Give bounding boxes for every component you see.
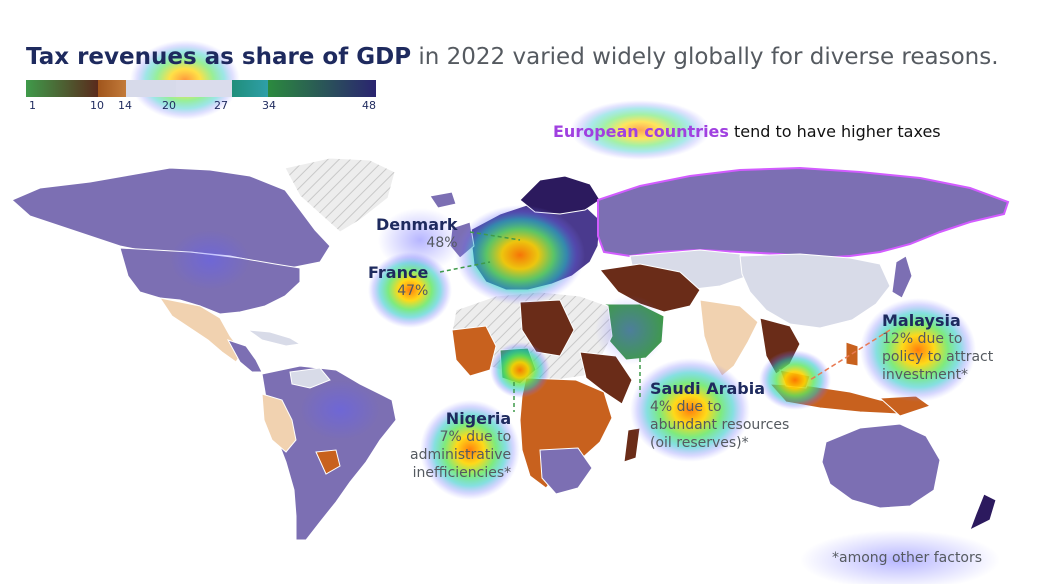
callout-france-name: France — [368, 263, 429, 282]
callout-france-value: 47% — [397, 283, 429, 299]
heat-france — [368, 252, 452, 328]
footnote: *among other factors — [832, 550, 983, 566]
new-zealand — [969, 493, 997, 532]
callout-malaysia: Malaysia 12% due to policy to attract in… — [882, 312, 993, 384]
heat-saudi — [630, 358, 750, 462]
callout-denmark-name: Denmark — [376, 215, 458, 234]
callout-saudi-line2: abundant resources — [650, 417, 790, 433]
legend-tick-14: 14 — [118, 99, 132, 112]
russia — [597, 166, 1010, 260]
page-title: Tax revenues as share of GDP in 2022 var… — [26, 44, 999, 70]
sahel — [519, 299, 575, 357]
callout-nigeria: Nigeria 7% due to administrative ineffic… — [410, 410, 511, 482]
heat-saudi-map — [595, 295, 665, 365]
india — [699, 299, 759, 377]
legend-band-27-34 — [232, 80, 268, 97]
callout-france: France 47% — [368, 264, 428, 300]
europe-callout: European countries tend to have higher t… — [553, 122, 941, 141]
legend-tick-34: 34 — [262, 99, 276, 112]
central-america — [226, 339, 263, 373]
legend-tick-20: 20 — [162, 99, 176, 112]
title-rest: in 2022 varied widely globally for diver… — [411, 44, 999, 70]
callout-nigeria-line3: inefficiencies* — [412, 465, 512, 481]
peru-bolivia — [261, 393, 297, 453]
legend-tick-27: 27 — [214, 99, 228, 112]
haze-usa — [170, 230, 250, 290]
paraguay — [315, 449, 341, 475]
north-america-north — [11, 167, 331, 269]
legend-band-10-14 — [98, 80, 126, 97]
west-africa — [451, 325, 497, 377]
leader-denmark — [469, 231, 521, 241]
heat-europe — [455, 205, 585, 305]
japan — [891, 255, 913, 299]
callout-saudi: Saudi Arabia 4% due to abundant resource… — [650, 380, 789, 452]
greenland — [284, 157, 396, 233]
legend-tick-1: 1 — [29, 99, 36, 112]
callout-malaysia-name: Malaysia — [882, 311, 961, 330]
iceland — [429, 191, 457, 209]
legend-band-1-10 — [26, 80, 98, 97]
callout-malaysia-line1: 12% due to — [882, 331, 963, 347]
southern-africa — [539, 447, 593, 495]
callout-denmark-value: 48% — [426, 235, 458, 251]
legend-band-14-20 — [126, 80, 176, 97]
caribbean — [246, 329, 302, 347]
callout-saudi-line3: (oil reserves)* — [650, 435, 749, 451]
callout-nigeria-name: Nigeria — [445, 409, 512, 428]
venezuela — [289, 367, 331, 389]
callout-nigeria-line2: administrative — [410, 447, 512, 463]
heat-denmark — [378, 208, 462, 272]
heat-nigeria — [420, 400, 520, 500]
heat-malaysia-map — [759, 350, 831, 410]
australia — [821, 423, 941, 509]
mexico — [158, 297, 243, 363]
haze-footnote — [800, 530, 1000, 584]
callout-saudi-line1: 4% due to — [650, 399, 722, 415]
title-highlight: Tax revenues as share of GDP — [26, 44, 412, 70]
leader-france — [439, 261, 491, 273]
heat-malaysia — [860, 298, 976, 402]
haze-southam — [300, 380, 380, 440]
callout-malaysia-line2: policy to attract — [882, 349, 994, 365]
heat-nigeria-map — [490, 342, 550, 398]
callout-malaysia-line3: investment* — [882, 367, 969, 383]
legend-band-20-27 — [176, 80, 232, 97]
legend-tick-10: 10 — [90, 99, 104, 112]
china — [739, 253, 891, 329]
color-legend: 1 10 14 20 27 34 48 — [26, 80, 376, 112]
heat-europe-callout — [570, 100, 710, 160]
europe-callout-rest: tend to have higher taxes — [728, 122, 941, 141]
callout-nigeria-line1: 7% due to — [439, 429, 512, 445]
callout-saudi-name: Saudi Arabia — [650, 379, 766, 398]
europe-callout-highlight: European countries — [553, 122, 729, 141]
callout-denmark: Denmark 48% — [376, 216, 458, 252]
legend-tick-48: 48 — [362, 99, 376, 112]
legend-band-34-48 — [268, 80, 376, 97]
